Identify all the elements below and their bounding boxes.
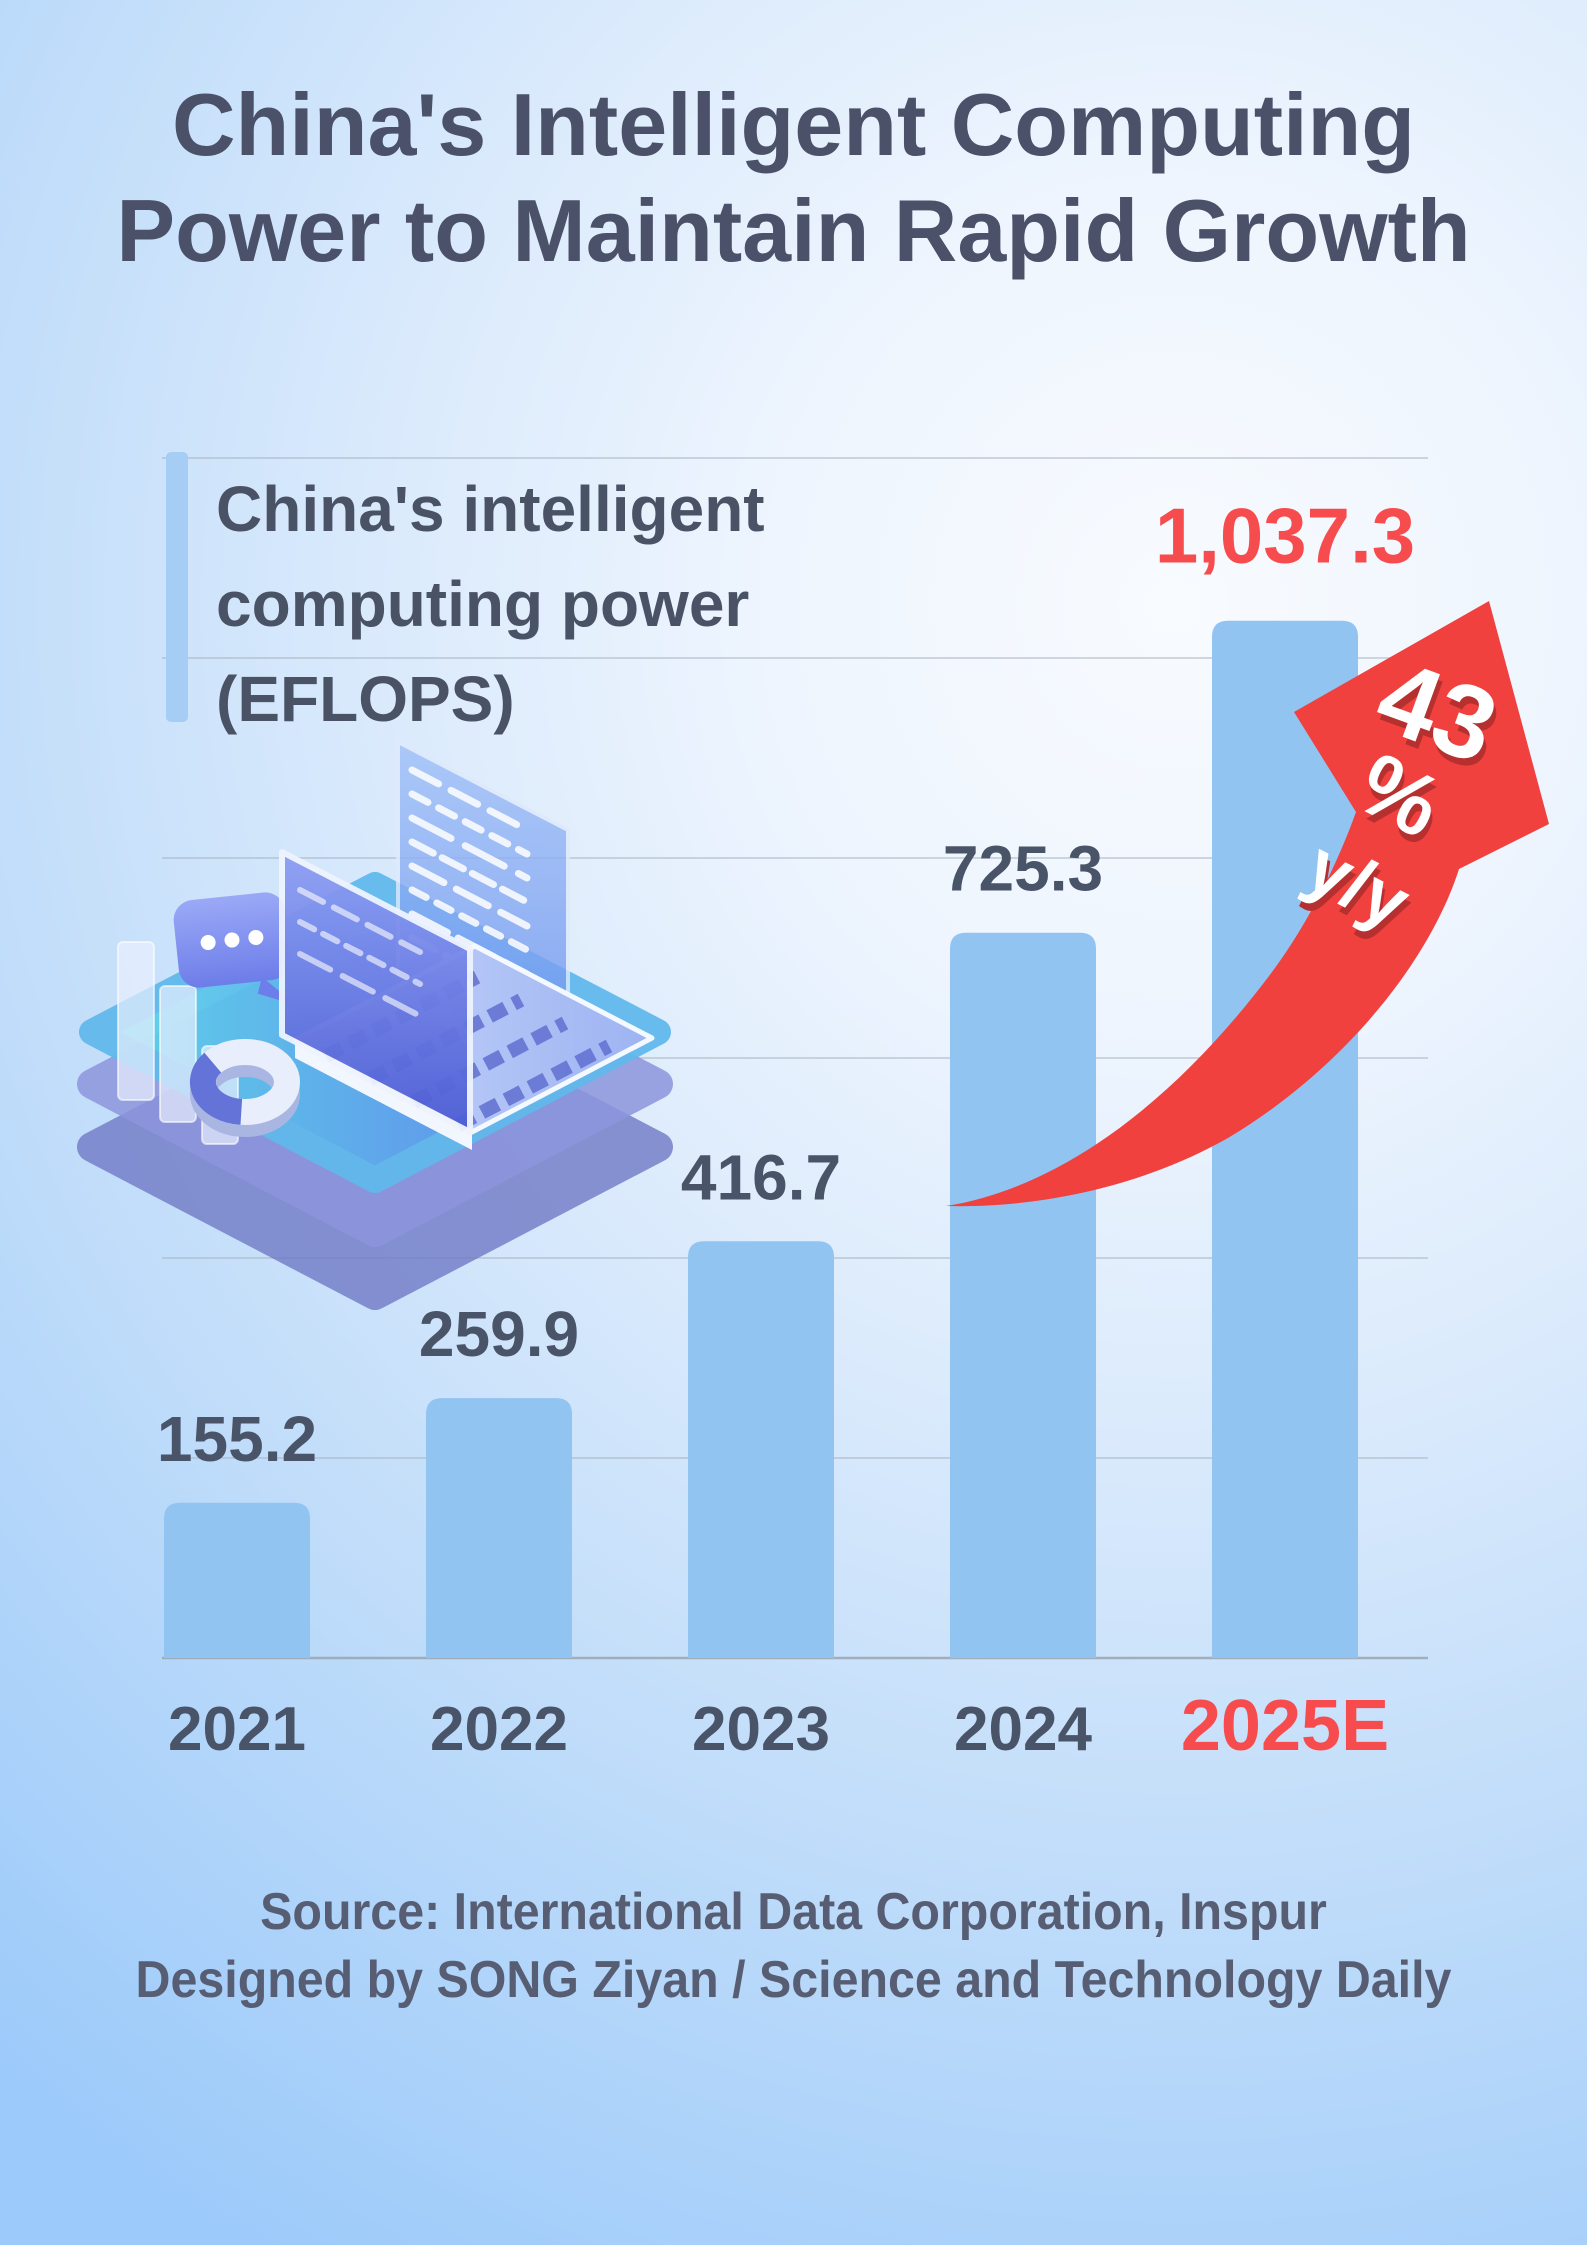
donut-chart-icon: [190, 1039, 300, 1137]
bar-2022: [426, 1398, 572, 1658]
value-label-2025E: 1,037.3: [1155, 492, 1415, 580]
year-label-2024: 2024: [954, 1695, 1092, 1764]
year-label-2023: 2023: [692, 1695, 830, 1764]
year-label-2021: 2021: [168, 1695, 306, 1764]
value-label-2022: 259.9: [419, 1298, 579, 1370]
chart-legend: China's intelligent computing power (EFL…: [216, 462, 916, 747]
bars: [164, 620, 1358, 1659]
bar-2025E: [1212, 620, 1358, 1659]
year-label-2025E: 2025E: [1181, 1686, 1389, 1766]
value-labels: 155.2 259.9 416.7 725.3 1,037.3: [157, 492, 1415, 1475]
source-credit: Source: International Data Corporation, …: [56, 1878, 1532, 2014]
credit-line: Designed by SONG Ziyan / Science and Tec…: [135, 1951, 1452, 2009]
page-title-line1: China's Intelligent Computing: [171, 75, 1416, 174]
legend-line1: China's intelligent: [216, 473, 765, 545]
value-label-2021: 155.2: [157, 1403, 317, 1475]
legend-line2: computing power: [216, 568, 750, 640]
laptop-screen: [279, 849, 473, 1135]
year-labels: 2021 2022 2023 2024 2025E: [168, 1686, 1389, 1766]
laptop-icon: [279, 849, 655, 1150]
chat-bubble-icon: [173, 892, 298, 1006]
bar-2024: [950, 932, 1096, 1658]
year-label-2022: 2022: [430, 1695, 568, 1764]
page-title: China's Intelligent Computing Power to M…: [0, 72, 1587, 284]
page-title-line2: Power to Maintain Rapid Growth: [116, 181, 1471, 280]
legend-accent-bar: [166, 452, 188, 722]
bar-2023: [688, 1241, 834, 1658]
bar-2021: [164, 1502, 310, 1658]
value-label-2024: 725.3: [943, 833, 1103, 905]
legend-line3: (EFLOPS): [216, 663, 515, 735]
computing-illustration-icon: [77, 740, 673, 1310]
source-line: Source: International Data Corporation, …: [260, 1883, 1327, 1941]
growth-arrow-icon: 43 43 % % y/y y/y: [946, 601, 1549, 1207]
value-label-2023: 416.7: [681, 1141, 841, 1213]
